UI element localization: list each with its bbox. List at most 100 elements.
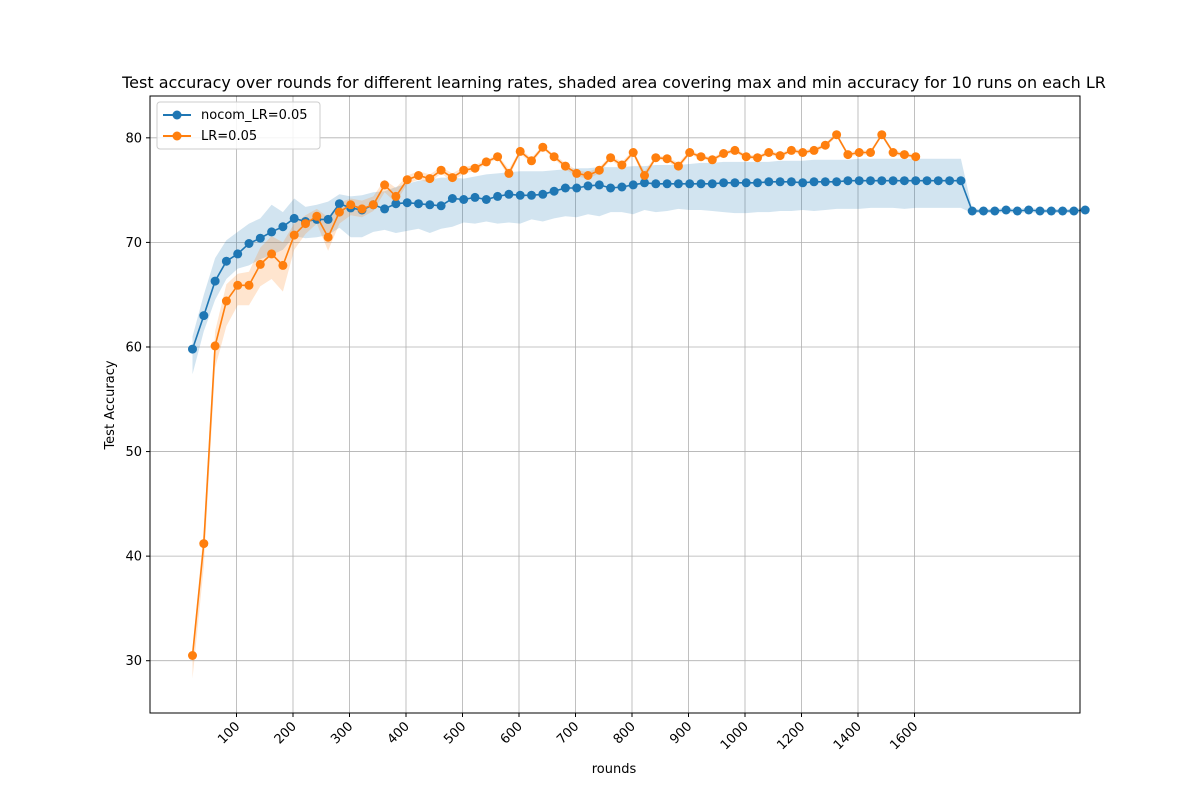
point-series-0: [1046, 206, 1056, 216]
legend-box: [156, 101, 321, 150]
legend-marker-nocom: [172, 110, 182, 120]
point-series-0: [549, 186, 559, 196]
point-series-0: [888, 176, 898, 186]
point-series-1: [809, 145, 819, 155]
point-series-1: [606, 153, 616, 163]
point-series-1: [719, 149, 729, 158]
point-series-0: [447, 194, 457, 203]
legend-marker-lr: [172, 131, 182, 141]
point-series-0: [289, 213, 299, 223]
point-series-1: [267, 249, 277, 259]
x-tick-label: 500: [441, 719, 469, 747]
point-series-0: [922, 176, 932, 186]
point-series-0: [764, 177, 774, 187]
point-series-0: [753, 178, 762, 188]
point-series-0: [899, 176, 909, 186]
point-series-1: [866, 148, 875, 157]
point-series-0: [719, 178, 729, 188]
point-series-1: [707, 155, 717, 165]
legend-label-nocom: nocom_LR=0.05: [201, 108, 308, 123]
chart-title: Test accuracy over rounds for different …: [121, 73, 1106, 92]
point-series-0: [188, 344, 197, 354]
legend: nocom_LR=0.05 LR=0.05: [156, 101, 321, 150]
point-series-1: [346, 200, 356, 210]
point-series-1: [877, 130, 887, 140]
point-series-1: [391, 191, 401, 201]
x-axis-label: rounds: [592, 762, 637, 777]
point-series-0: [617, 182, 627, 192]
point-series-0: [866, 176, 875, 186]
point-series-1: [560, 161, 570, 171]
shaded-bands: [192, 132, 1086, 679]
point-series-1: [289, 230, 299, 240]
point-series-1: [244, 280, 254, 290]
point-series-0: [628, 180, 638, 190]
point-series-1: [470, 163, 480, 173]
point-series-0: [210, 276, 220, 286]
x-tick-label: 100: [215, 719, 243, 747]
point-series-0: [933, 176, 943, 186]
point-series-0: [1024, 205, 1034, 215]
point-series-0: [990, 206, 1000, 216]
y-tick-label: 60: [125, 340, 142, 355]
point-series-0: [696, 179, 706, 189]
point-series-1: [753, 153, 762, 163]
point-series-0: [267, 227, 277, 237]
point-series-1: [527, 156, 536, 166]
point-series-1: [685, 148, 695, 157]
point-series-0: [967, 206, 977, 216]
point-series-0: [323, 214, 333, 224]
point-series-0: [233, 249, 243, 259]
point-series-0: [560, 183, 570, 193]
y-tick-label: 30: [125, 654, 142, 669]
point-series-1: [741, 152, 751, 162]
x-tick-label: 1600: [887, 719, 921, 753]
point-series-0: [786, 177, 796, 187]
point-series-0: [334, 199, 344, 209]
x-tick-label: 1200: [774, 719, 808, 753]
point-series-1: [301, 219, 310, 229]
point-series-1: [911, 152, 921, 162]
point-series-1: [459, 165, 469, 175]
point-series-0: [527, 190, 536, 200]
point-series-0: [221, 256, 231, 266]
point-series-0: [707, 179, 717, 189]
legend-label-lr: LR=0.05: [201, 129, 257, 144]
point-series-1: [730, 145, 740, 155]
x-tick-label: 800: [611, 719, 639, 747]
point-series-1: [312, 211, 322, 221]
point-series-0: [877, 176, 887, 186]
point-series-1: [640, 171, 649, 180]
point-series-0: [515, 190, 525, 200]
point-series-1: [662, 154, 672, 164]
plot-area-frame: [149, 95, 1081, 714]
point-series-0: [730, 178, 740, 188]
point-series-0: [1012, 206, 1022, 216]
point-series-1: [278, 260, 288, 270]
point-series-1: [832, 130, 842, 140]
point-series-0: [1058, 206, 1068, 216]
point-series-1: [255, 259, 265, 269]
point-series-0: [414, 199, 423, 209]
point-series-0: [809, 177, 819, 187]
point-series-1: [764, 148, 774, 157]
point-series-1: [233, 280, 243, 290]
point-series-0: [391, 199, 401, 209]
point-series-1: [323, 232, 333, 242]
x-tick-label: 900: [667, 719, 695, 747]
band-series-0: [192, 158, 1086, 375]
point-series-0: [380, 204, 390, 214]
point-series-1: [481, 157, 491, 167]
point-series-0: [741, 178, 751, 188]
point-series-1: [583, 171, 593, 180]
point-series-0: [956, 176, 966, 186]
y-tick-label: 80: [125, 131, 142, 146]
point-series-1: [210, 341, 220, 351]
point-series-0: [843, 176, 853, 186]
x-tick-label: 1400: [831, 719, 865, 753]
point-series-0: [1069, 206, 1079, 216]
x-tick-label: 400: [385, 719, 413, 747]
x-tick-label: 300: [328, 719, 356, 747]
point-series-0: [583, 181, 593, 191]
